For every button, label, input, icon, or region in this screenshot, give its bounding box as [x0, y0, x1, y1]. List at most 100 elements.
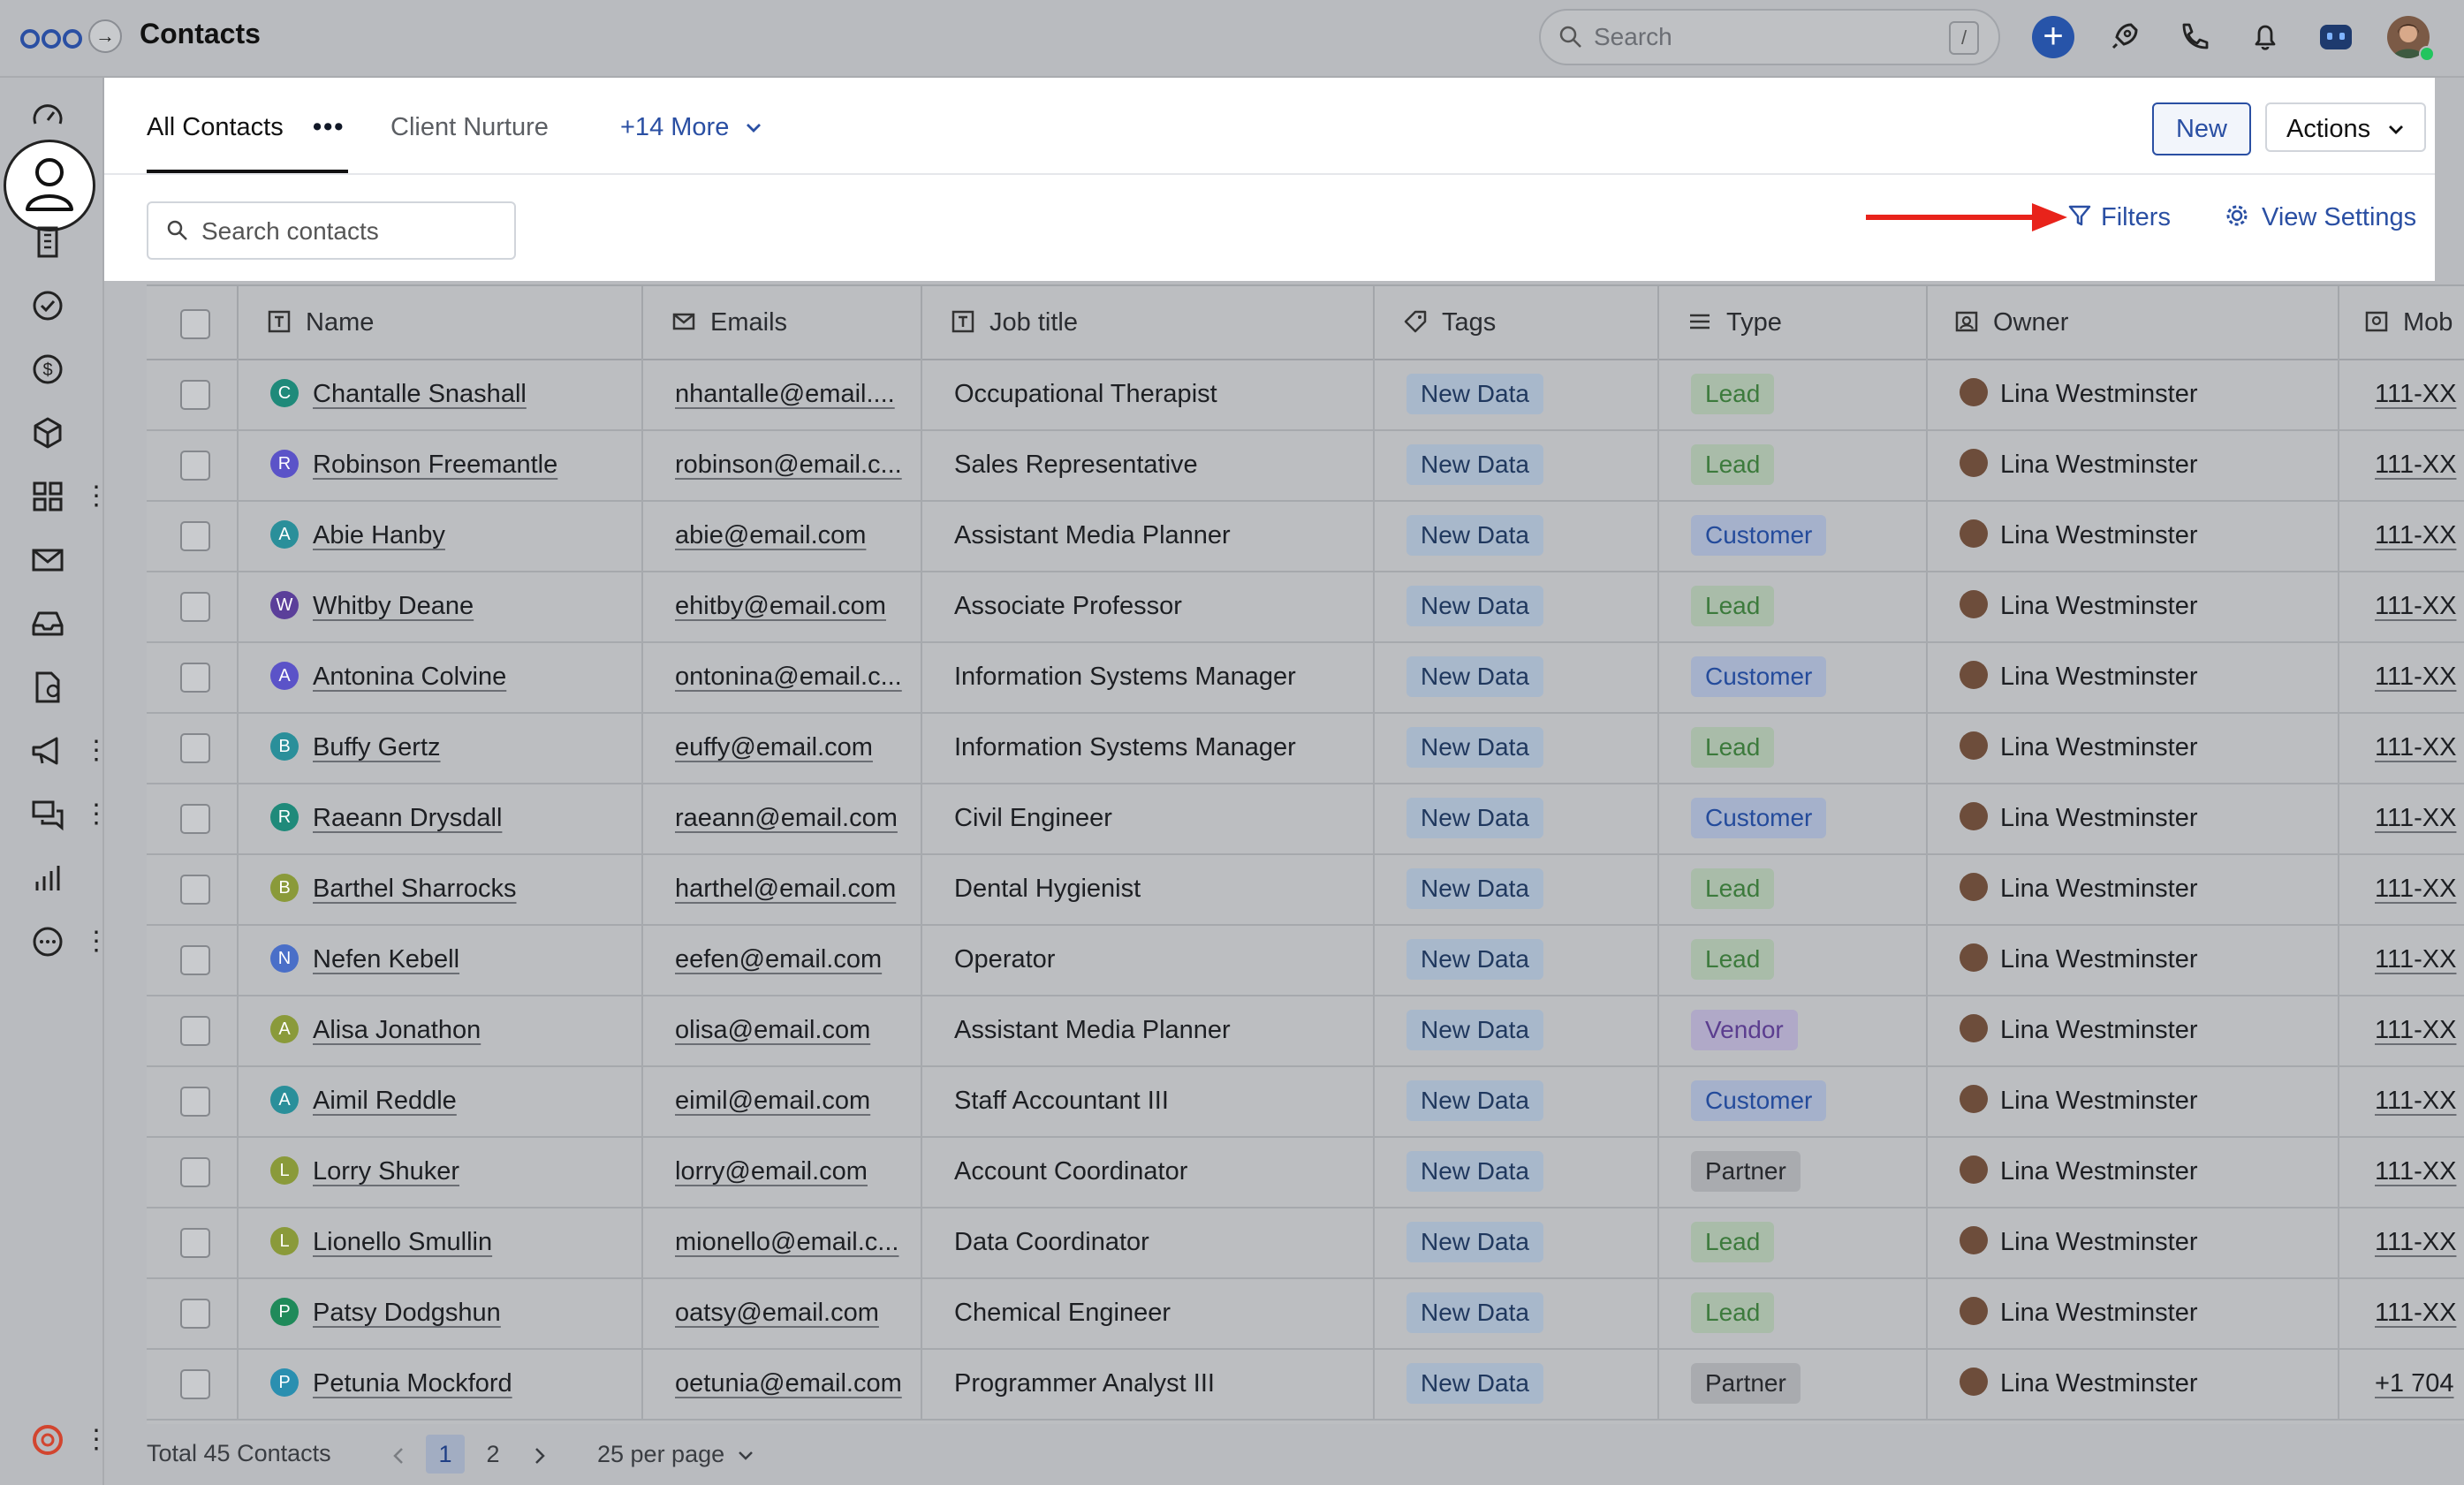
email-cell[interactable]: lorry@email.com	[643, 1136, 922, 1207]
table-row[interactable]: W Whitby Deane ehitby@email.com Associate P…	[147, 571, 2464, 643]
mobile-cell[interactable]: 111-XX	[2339, 995, 2464, 1065]
tags-cell[interactable]: New Data	[1375, 853, 1659, 924]
per-page-select[interactable]: 25 per page	[597, 1435, 765, 1474]
tab-client-nurture[interactable]: Client Nurture	[390, 113, 549, 141]
type-cell[interactable]: Lead	[1659, 924, 1928, 995]
type-cell[interactable]: Lead	[1659, 429, 1928, 500]
contact-email-link[interactable]: nhantalle@email....	[675, 380, 895, 408]
mobile-number[interactable]: 111-XX	[2375, 945, 2457, 974]
tags-cell[interactable]: New Data	[1375, 1348, 1659, 1419]
name-cell[interactable]: A Aimil Reddle	[239, 1065, 643, 1136]
column-header-mobile[interactable]: Mob	[2339, 286, 2464, 359]
owner-cell[interactable]: Lina Westminster	[1928, 641, 2339, 712]
table-row[interactable]: A Antonina Colvine ontonina@email.c... Info…	[147, 641, 2464, 714]
contact-name-link[interactable]: Petunia Mockford	[313, 1369, 512, 1398]
more-menu[interactable]: ⋮	[83, 927, 110, 956]
name-cell[interactable]: L Lorry Shuker	[239, 1136, 643, 1207]
table-row[interactable]: P Petunia Mockford oetunia@email.com Progra…	[147, 1348, 2464, 1421]
bell-icon[interactable]	[2246, 18, 2285, 57]
filters-button[interactable]: Filters	[2067, 203, 2171, 232]
page-2-button[interactable]: 2	[486, 1441, 500, 1467]
owner-cell[interactable]: Lina Westminster	[1928, 429, 2339, 500]
email-cell[interactable]: raeann@email.com	[643, 783, 922, 853]
contact-name-link[interactable]: Patsy Dodgshun	[313, 1299, 501, 1327]
user-avatar[interactable]	[2387, 16, 2430, 58]
tags-cell[interactable]: New Data	[1375, 1207, 1659, 1277]
type-cell[interactable]: Lead	[1659, 712, 1928, 783]
table-row[interactable]: A Aimil Reddle eimil@email.com Staff Accoun…	[147, 1065, 2464, 1138]
dashboard-icon[interactable]	[30, 99, 65, 134]
contact-email-link[interactable]: lorry@email.com	[675, 1157, 868, 1186]
sidebar-item-contacts[interactable]	[4, 140, 95, 231]
mobile-cell[interactable]: 111-XX	[2339, 359, 2464, 429]
name-cell[interactable]: A Alisa Jonathon	[239, 995, 643, 1065]
contact-name-link[interactable]: Lorry Shuker	[313, 1157, 460, 1186]
type-cell[interactable]: Lead	[1659, 359, 1928, 429]
column-header-emails[interactable]: Emails	[643, 286, 922, 359]
contact-name-link[interactable]: Raeann Drysdall	[313, 804, 503, 832]
email-cell[interactable]: oatsy@email.com	[643, 1277, 922, 1348]
rocket-icon[interactable]	[2104, 18, 2143, 57]
reports-icon[interactable]	[30, 860, 65, 896]
table-row[interactable]: L Lorry Shuker lorry@email.com Account Coor…	[147, 1136, 2464, 1208]
mobile-number[interactable]: 111-XX	[2375, 380, 2457, 408]
email-cell[interactable]: nhantalle@email....	[643, 359, 922, 429]
tags-cell[interactable]: New Data	[1375, 359, 1659, 429]
mobile-number[interactable]: 111-XX	[2375, 733, 2457, 761]
tags-cell[interactable]: New Data	[1375, 571, 1659, 641]
column-header-name[interactable]: Name	[239, 286, 643, 359]
row-checkbox[interactable]	[180, 1299, 210, 1329]
tab-options-menu[interactable]: •••	[313, 113, 345, 141]
email-cell[interactable]: eefen@email.com	[643, 924, 922, 995]
mobile-number[interactable]: 111-XX	[2375, 521, 2457, 549]
type-cell[interactable]: Lead	[1659, 853, 1928, 924]
conversations-more-menu[interactable]: ⋮	[83, 799, 110, 829]
email-cell[interactable]: mionello@email.c...	[643, 1207, 922, 1277]
name-cell[interactable]: A Antonina Colvine	[239, 641, 643, 712]
tags-cell[interactable]: New Data	[1375, 1277, 1659, 1348]
tags-cell[interactable]: New Data	[1375, 1065, 1659, 1136]
type-cell[interactable]: Customer	[1659, 641, 1928, 712]
owner-cell[interactable]: Lina Westminster	[1928, 1207, 2339, 1277]
email-cell[interactable]: olisa@email.com	[643, 995, 922, 1065]
type-cell[interactable]: Lead	[1659, 571, 1928, 641]
owner-cell[interactable]: Lina Westminster	[1928, 1136, 2339, 1207]
table-row[interactable]: P Patsy Dodgshun oatsy@email.com Chemical E…	[147, 1277, 2464, 1350]
apps-more-menu[interactable]: ⋮	[83, 481, 110, 511]
mobile-number[interactable]: +1 704	[2375, 1369, 2454, 1398]
contact-name-link[interactable]: Aimil Reddle	[313, 1087, 457, 1115]
global-search-input[interactable]: Search /	[1539, 9, 2000, 65]
contact-email-link[interactable]: abie@email.com	[675, 521, 867, 549]
row-checkbox[interactable]	[180, 592, 210, 622]
table-row[interactable]: B Barthel Sharrocks harthel@email.com Denta…	[147, 853, 2464, 926]
campaigns-more-menu[interactable]: ⋮	[83, 736, 110, 765]
new-contact-button[interactable]: New	[2152, 102, 2251, 155]
name-cell[interactable]: L Lionello Smullin	[239, 1207, 643, 1277]
mobile-number[interactable]: 111-XX	[2375, 1228, 2457, 1256]
name-cell[interactable]: C Chantalle Snashall	[239, 359, 643, 429]
tags-cell[interactable]: New Data	[1375, 712, 1659, 783]
type-cell[interactable]: Customer	[1659, 500, 1928, 571]
table-row[interactable]: A Alisa Jonathon olisa@email.com Assistant …	[147, 995, 2464, 1067]
mobile-number[interactable]: 111-XX	[2375, 451, 2457, 479]
tags-cell[interactable]: New Data	[1375, 783, 1659, 853]
contact-email-link[interactable]: euffy@email.com	[675, 733, 873, 761]
mobile-cell[interactable]: +1 704	[2339, 1348, 2464, 1419]
contact-email-link[interactable]: robinson@email.c...	[675, 451, 902, 479]
contact-name-link[interactable]: Lionello Smullin	[313, 1228, 493, 1256]
tags-cell[interactable]: New Data	[1375, 995, 1659, 1065]
email-cell[interactable]: abie@email.com	[643, 500, 922, 571]
name-cell[interactable]: B Barthel Sharrocks	[239, 853, 643, 924]
apps-icon[interactable]	[30, 479, 65, 514]
mobile-cell[interactable]: 111-XX	[2339, 783, 2464, 853]
table-row[interactable]: N Nefen Kebell eefen@email.com Operator New …	[147, 924, 2464, 996]
contact-email-link[interactable]: eefen@email.com	[675, 945, 883, 974]
contact-email-link[interactable]: ehitby@email.com	[675, 592, 886, 620]
email-cell[interactable]: oetunia@email.com	[643, 1348, 922, 1419]
row-checkbox[interactable]	[180, 451, 210, 481]
mobile-number[interactable]: 111-XX	[2375, 663, 2457, 691]
contact-email-link[interactable]: mionello@email.c...	[675, 1228, 899, 1256]
contact-name-link[interactable]: Chantalle Snashall	[313, 380, 527, 408]
row-checkbox[interactable]	[180, 521, 210, 551]
owner-cell[interactable]: Lina Westminster	[1928, 924, 2339, 995]
